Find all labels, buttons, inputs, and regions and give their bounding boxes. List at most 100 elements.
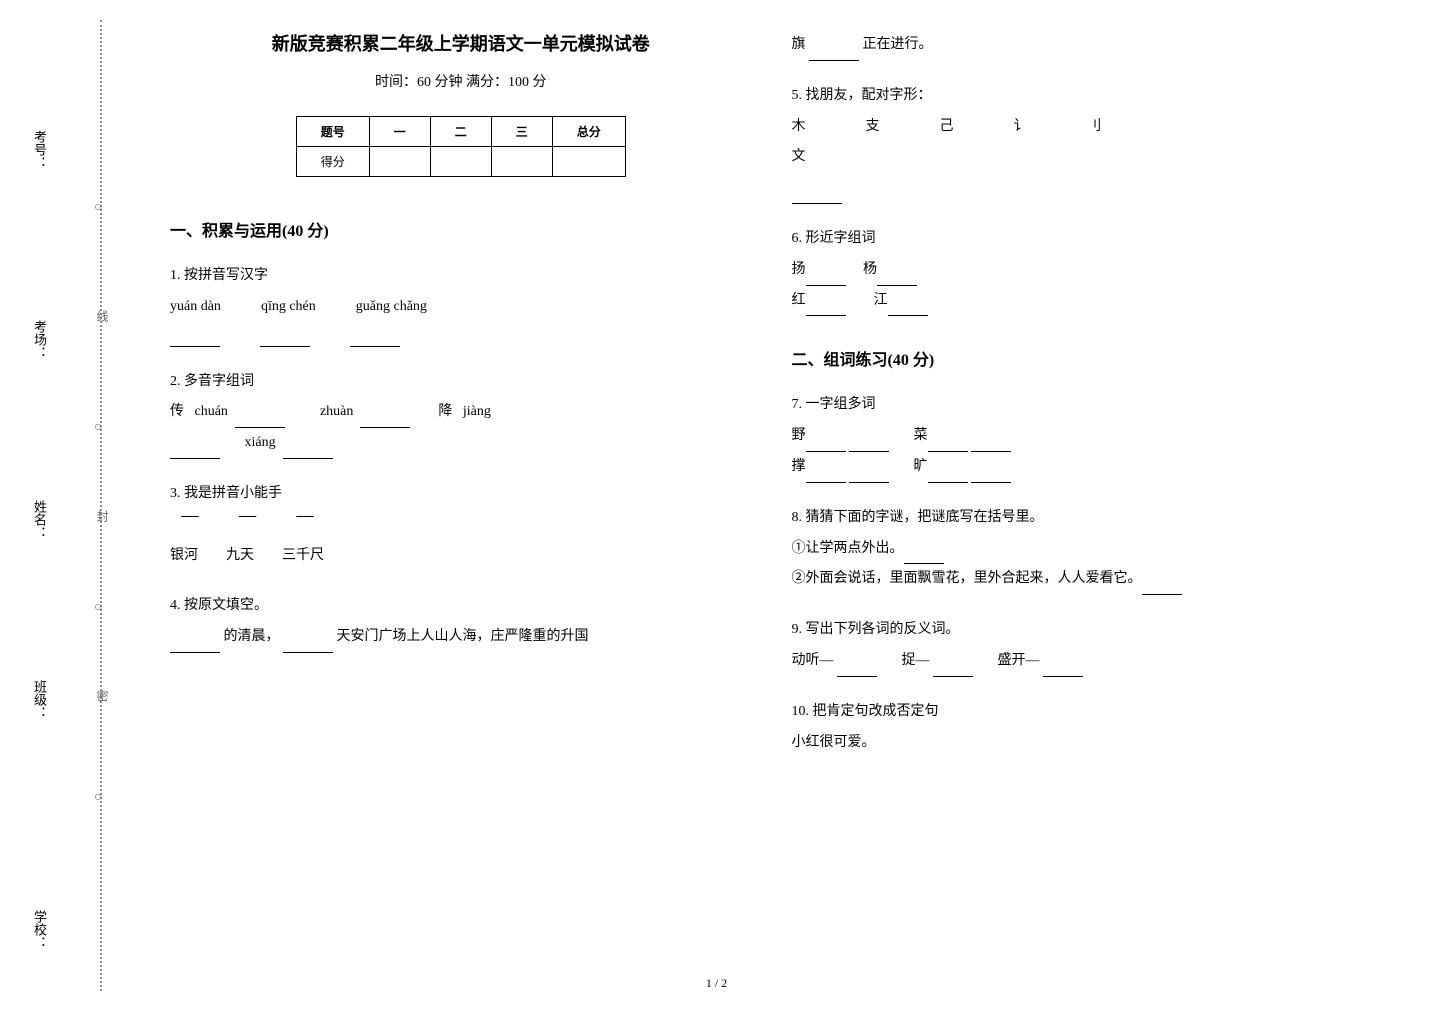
q4-label: 4. 按原文填空。 xyxy=(170,591,752,622)
th-total: 总分 xyxy=(552,117,625,147)
q5-char-4: 讠 xyxy=(1014,112,1028,143)
question-4: 4. 按原文填空。 的清晨， 天安门广场上人山人海，庄严隆重的升国 xyxy=(170,591,752,653)
right-column: 旗 正在进行。 5. 找朋友，配对字形： 木 支 己 讠 刂 文 xyxy=(772,30,1394,991)
question-5: 5. 找朋友，配对字形： 木 支 己 讠 刂 文 xyxy=(792,81,1374,204)
q7-char-1: 野 xyxy=(792,428,806,443)
q1-blank-1 xyxy=(170,331,220,347)
q7-label: 7. 一字组多词 xyxy=(792,390,1374,421)
th-1: 一 xyxy=(369,117,430,147)
q2-pinyin2b: xiáng xyxy=(245,435,276,450)
q10-sentence: 小红很可爱。 xyxy=(792,728,1374,759)
label-class: 班级： xyxy=(30,680,49,719)
q4-line2b: 正在进行。 xyxy=(863,37,933,52)
td-2 xyxy=(430,147,491,177)
q5-blank xyxy=(792,188,842,204)
q7-blank-1a xyxy=(806,436,846,452)
q5-char-5: 刂 xyxy=(1088,112,1102,143)
q2-pinyin1b: zhuàn xyxy=(320,404,353,419)
circle-marker-3: ○ xyxy=(94,600,102,616)
label-name: 姓名： xyxy=(30,500,49,539)
question-2: 2. 多音字组词 传 chuán zhuàn 降 jiàng xyxy=(170,367,752,459)
circle-marker-2: ○ xyxy=(94,420,102,436)
q2-pinyin1a: chuán xyxy=(195,404,228,419)
q3-word-3: 三千尺 xyxy=(282,548,324,563)
td-label: 得分 xyxy=(296,147,369,177)
q8-blank-2 xyxy=(1142,579,1182,595)
sealing-line xyxy=(100,20,102,991)
question-4-cont: 旗 正在进行。 xyxy=(792,30,1374,61)
q1-blank-3 xyxy=(350,331,400,347)
q6-pair1b: 杨 xyxy=(863,262,877,277)
question-1: 1. 按拼音写汉字 yuán dàn qīng chén guǎng chǎng xyxy=(170,261,752,347)
label-school: 学校： xyxy=(30,910,49,949)
q2-char2: 降 xyxy=(438,404,452,419)
q2-blank-2b xyxy=(283,443,333,459)
question-10: 10. 把肯定句改成否定句 小红很可爱。 xyxy=(792,697,1374,759)
question-8: 8. 猜猜下面的字谜，把谜底写在括号里。 ①让学两点外出。 ②外面会说话，里面飘… xyxy=(792,503,1374,595)
main-content: 新版竞赛积累二年级上学期语文一单元模拟试卷 时间：60 分钟 满分：100 分 … xyxy=(90,0,1433,1011)
q6-blank-2a xyxy=(806,300,846,316)
q8-label: 8. 猜猜下面的字谜，把谜底写在括号里。 xyxy=(792,503,1374,534)
q3-overline-3 xyxy=(285,510,325,541)
q7-blank-2a xyxy=(928,436,968,452)
q7-blank-1b xyxy=(849,436,889,452)
left-column: 新版竞赛积累二年级上学期语文一单元模拟试卷 时间：60 分钟 满分：100 分 … xyxy=(150,30,772,991)
q3-word-1: 银河 xyxy=(170,548,198,563)
q6-pair2b: 江 xyxy=(874,293,888,308)
seal-text-2: 封 xyxy=(94,510,111,522)
question-9: 9. 写出下列各词的反义词。 动听— 捉— 盛开— xyxy=(792,615,1374,677)
q6-blank-1b xyxy=(877,270,917,286)
th-3: 三 xyxy=(491,117,552,147)
q5-char-6: 文 xyxy=(792,149,806,164)
circle-marker-1: ○ xyxy=(94,200,102,216)
q5-char-1: 木 xyxy=(792,112,806,143)
q7-blank-3b xyxy=(849,467,889,483)
td-total xyxy=(552,147,625,177)
question-7: 7. 一字组多词 野 菜 撑 旷 xyxy=(792,390,1374,482)
page-number: 1 / 2 xyxy=(706,976,727,991)
q6-label: 6. 形近字组词 xyxy=(792,224,1374,255)
label-room: 考场： xyxy=(30,320,49,359)
score-table: 题号 一 二 三 总分 得分 xyxy=(296,116,626,177)
q7-char-2: 菜 xyxy=(914,428,928,443)
q8-item-1: ①让学两点外出。 xyxy=(792,541,904,556)
q9-blank-3 xyxy=(1043,661,1083,677)
q9-word-3: 盛开— xyxy=(998,653,1040,668)
q6-pair1a: 扬 xyxy=(792,262,806,277)
q7-blank-2b xyxy=(971,436,1011,452)
q6-blank-2b xyxy=(888,300,928,316)
q2-blank-2a xyxy=(170,443,220,459)
q6-blank-1a xyxy=(806,270,846,286)
q9-blank-1 xyxy=(837,661,877,677)
q1-pinyin-3: guǎng chǎng xyxy=(356,292,427,323)
seal-text-1: 线 xyxy=(94,310,111,322)
q9-word-1: 动听— xyxy=(792,653,834,668)
q7-char-3: 撑 xyxy=(792,459,806,474)
section1-title: 一、积累与运用(40 分) xyxy=(170,217,752,241)
label-exam-id: 考号： xyxy=(30,130,49,169)
q4-line2a: 旗 xyxy=(792,37,806,52)
q5-char-2: 支 xyxy=(866,112,880,143)
paper-title: 新版竞赛积累二年级上学期语文一单元模拟试卷 xyxy=(170,30,752,56)
q3-word-2: 九天 xyxy=(226,548,254,563)
q1-blank-2 xyxy=(260,331,310,347)
q9-word-2: 捉— xyxy=(902,653,930,668)
q5-char-3: 己 xyxy=(940,112,954,143)
q4-text-2: 天安门广场上人山人海，庄严隆重的升国 xyxy=(337,629,589,644)
q2-label: 2. 多音字组词 xyxy=(170,367,752,398)
question-3: 3. 我是拼音小能手 银河 九天 三千尺 xyxy=(170,479,752,571)
q7-char-4: 旷 xyxy=(914,459,928,474)
td-3 xyxy=(491,147,552,177)
q1-pinyin-2: qīng chén xyxy=(261,292,316,323)
q3-overline-1 xyxy=(170,510,210,541)
question-6: 6. 形近字组词 扬 杨 红 江 xyxy=(792,224,1374,316)
q7-blank-4a xyxy=(928,467,968,483)
q1-label: 1. 按拼音写汉字 xyxy=(170,261,752,292)
q8-item-2: ②外面会说话，里面飘雪花，里外合起来，人人爱看它。 xyxy=(792,571,1142,586)
q2-blank-1a xyxy=(235,412,285,428)
q3-overline-2 xyxy=(228,510,268,541)
q5-label: 5. 找朋友，配对字形： xyxy=(792,81,1374,112)
q7-blank-4b xyxy=(971,467,1011,483)
q2-blank-1b xyxy=(360,412,410,428)
paper-subtitle: 时间：60 分钟 满分：100 分 xyxy=(170,71,752,91)
